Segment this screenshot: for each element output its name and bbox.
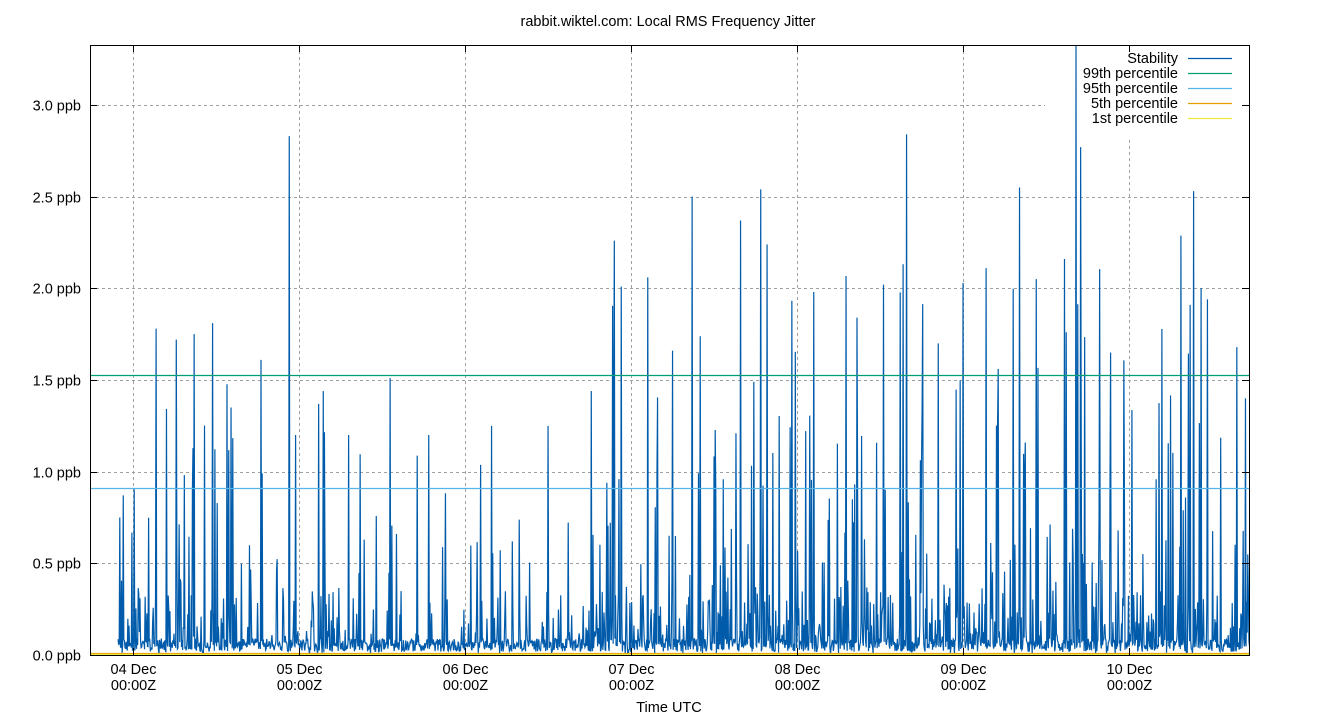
legend-label: 95th percentile [1083, 81, 1178, 97]
x-tick-date: 10 Dec [1107, 662, 1153, 678]
x-tick-time: 00:00Z [443, 678, 488, 694]
y-axis-labels: 0.0 ppb 0.5 ppb 1.0 ppb 1.5 ppb 2.0 ppb 2.5 p… [33, 99, 81, 665]
x-tick-date: 09 Dec [941, 662, 987, 678]
x-axis-title: Time UTC [636, 700, 702, 716]
x-tick-time: 00:00Z [609, 678, 654, 694]
grid-lines [90, 45, 1249, 655]
y-tick-label: 0.5 ppb [33, 557, 81, 573]
x-tick-date: 06 Dec [443, 662, 489, 678]
x-tick-time: 00:00Z [277, 678, 322, 694]
legend-label: 1st percentile [1092, 111, 1178, 127]
plot-frame [90, 45, 1250, 656]
y-tick-label: 2.0 ppb [33, 282, 81, 298]
x-tick-date: 05 Dec [277, 662, 323, 678]
legend-label: 5th percentile [1091, 96, 1178, 112]
percentile-lines [90, 374, 1249, 656]
y-tick-label: 1.5 ppb [33, 374, 81, 390]
x-tick-date: 07 Dec [609, 662, 655, 678]
x-tick-time: 00:00Z [941, 678, 986, 694]
legend-label: Stability [1127, 51, 1179, 67]
x-tick-time: 00:00Z [775, 678, 820, 694]
series-stability [117, 45, 1249, 655]
chart-title: rabbit.wiktel.com: Local RMS Frequency J… [521, 14, 816, 30]
y-tick-label: 1.0 ppb [33, 466, 81, 482]
x-tick-time: 00:00Z [111, 678, 156, 694]
legend-label: 99th percentile [1083, 66, 1178, 82]
axis-ticks [90, 45, 1249, 656]
y-tick-label: 3.0 ppb [33, 99, 81, 115]
y-tick-label: 0.0 ppb [33, 649, 81, 665]
x-tick-date: 04 Dec [111, 662, 157, 678]
x-tick-time: 00:00Z [1107, 678, 1152, 694]
stability-line [117, 45, 1249, 655]
x-tick-date: 08 Dec [775, 662, 821, 678]
y-tick-label: 2.5 ppb [33, 191, 81, 207]
